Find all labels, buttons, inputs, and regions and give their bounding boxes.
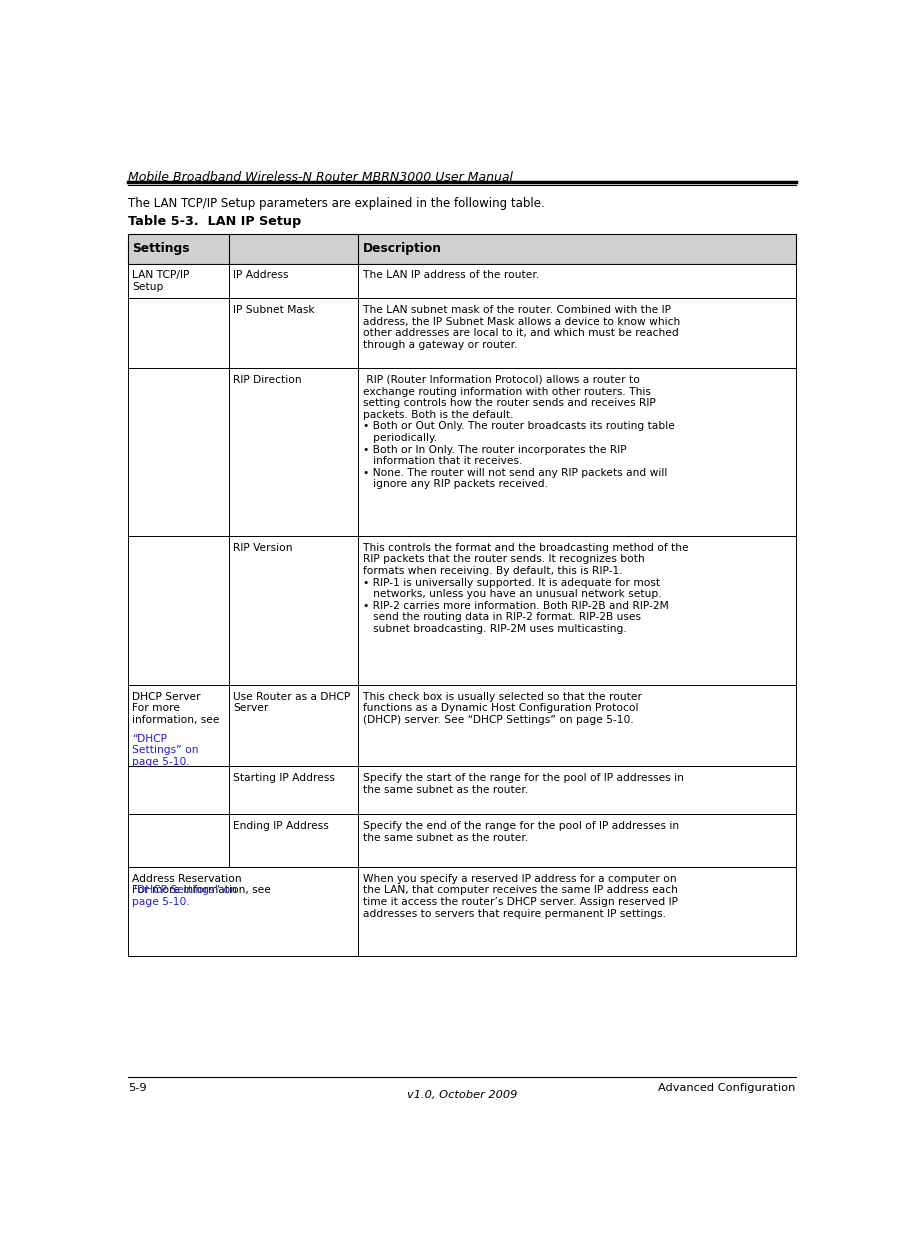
Text: The LAN IP address of the router.: The LAN IP address of the router. <box>362 270 539 280</box>
Bar <box>128 867 796 957</box>
Text: Specify the start of the range for the pool of IP addresses in
the same subnet a: Specify the start of the range for the p… <box>362 773 684 795</box>
Bar <box>128 685 796 766</box>
Text: RIP Version: RIP Version <box>233 543 293 553</box>
Text: Address Reservation
For more information, see: Address Reservation For more information… <box>132 873 275 896</box>
Text: Description: Description <box>362 242 441 255</box>
Bar <box>128 815 796 867</box>
Text: IP Subnet Mask: IP Subnet Mask <box>233 305 315 315</box>
Text: RIP Direction: RIP Direction <box>233 375 302 385</box>
Text: DHCP Server
For more
information, see: DHCP Server For more information, see <box>132 692 220 736</box>
Text: RIP (Router Information Protocol) allows a router to
exchange routing informatio: RIP (Router Information Protocol) allows… <box>362 375 675 490</box>
Text: IP Address: IP Address <box>233 270 289 280</box>
Bar <box>128 766 796 815</box>
Text: Settings: Settings <box>132 242 190 255</box>
Text: v1.0, October 2009: v1.0, October 2009 <box>406 1090 517 1100</box>
Bar <box>128 298 796 369</box>
Bar <box>128 369 796 536</box>
Text: The LAN subnet mask of the router. Combined with the IP
address, the IP Subnet M: The LAN subnet mask of the router. Combi… <box>362 305 680 350</box>
Text: When you specify a reserved IP address for a computer on
the LAN, that computer : When you specify a reserved IP address f… <box>362 873 678 918</box>
Text: Table 5-3.  LAN IP Setup: Table 5-3. LAN IP Setup <box>128 214 301 228</box>
Text: “DHCP
Settings” on
page 5-10.: “DHCP Settings” on page 5-10. <box>132 734 199 768</box>
Text: “DHCP Settings” on
page 5-10.: “DHCP Settings” on page 5-10. <box>132 885 237 907</box>
Bar <box>128 264 796 298</box>
Bar <box>128 234 796 264</box>
Text: Mobile Broadband Wireless-N Router MBRN3000 User Manual: Mobile Broadband Wireless-N Router MBRN3… <box>128 171 513 183</box>
Text: Starting IP Address: Starting IP Address <box>233 773 335 784</box>
Text: Advanced Configuration: Advanced Configuration <box>658 1083 796 1093</box>
Text: Use Router as a DHCP
Server: Use Router as a DHCP Server <box>233 692 350 713</box>
Text: The LAN TCP/IP Setup parameters are explained in the following table.: The LAN TCP/IP Setup parameters are expl… <box>128 197 545 211</box>
Bar <box>128 536 796 685</box>
Text: 5-9: 5-9 <box>128 1083 147 1093</box>
Text: This check box is usually selected so that the router
functions as a Dynamic Hos: This check box is usually selected so th… <box>362 692 642 725</box>
Text: LAN TCP/IP
Setup: LAN TCP/IP Setup <box>132 270 189 292</box>
Text: Specify the end of the range for the pool of IP addresses in
the same subnet as : Specify the end of the range for the poo… <box>362 821 678 842</box>
Text: Ending IP Address: Ending IP Address <box>233 821 329 831</box>
Text: This controls the format and the broadcasting method of the
RIP packets that the: This controls the format and the broadca… <box>362 543 688 634</box>
